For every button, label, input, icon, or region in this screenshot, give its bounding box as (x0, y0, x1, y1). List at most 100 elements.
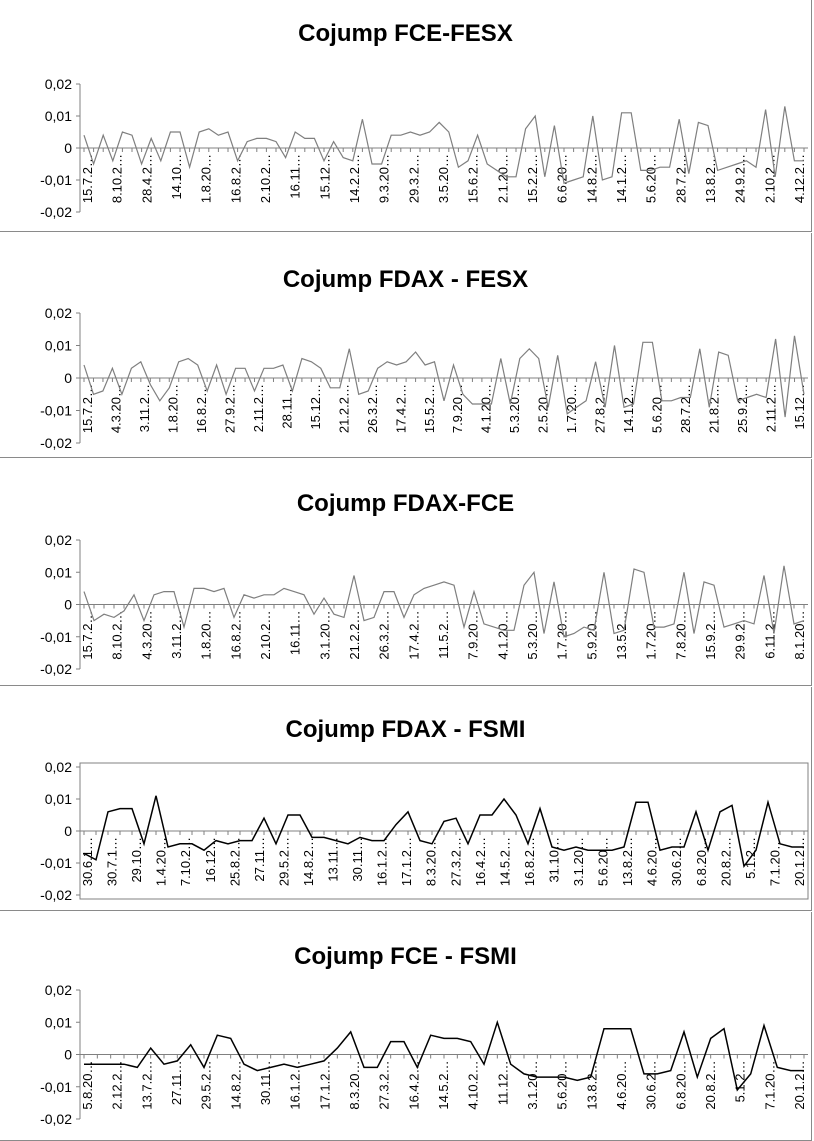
data-point (406, 361, 407, 362)
y-tick-label: 0,01 (45, 338, 72, 354)
data-point (793, 623, 794, 624)
x-tick-label: 14.8.2… (228, 1061, 243, 1110)
data-point (652, 342, 653, 343)
x-tick-label: 2.5.20… (536, 384, 551, 433)
x-tick-label: 15.9.2… (703, 611, 718, 660)
data-point (275, 141, 276, 142)
data-point (487, 163, 488, 164)
data-point (794, 335, 795, 336)
data-point (179, 843, 180, 844)
x-tick-label: 14.1.2… (621, 384, 636, 433)
x-tick-label: 15.12… (308, 384, 323, 430)
data-point (83, 853, 84, 854)
x-tick-label: 17.1.2… (317, 1061, 332, 1110)
data-point (122, 131, 123, 132)
data-point (523, 1073, 524, 1074)
data-point (491, 814, 492, 815)
data-point (743, 866, 744, 867)
data-point (313, 614, 314, 615)
x-tick-label: 17.4.2… (406, 611, 421, 660)
data-point (430, 1035, 431, 1036)
data-point (112, 368, 113, 369)
y-tick-label: -0,01 (40, 855, 72, 871)
data-point (527, 843, 528, 844)
data-point (83, 135, 84, 136)
x-tick-label: 15.12… (792, 384, 807, 430)
data-point (299, 814, 300, 815)
x-tick-label: 8.10.2… (110, 611, 125, 660)
x-tick-label: 14.10… (169, 154, 184, 200)
data-point (680, 397, 681, 398)
data-point (448, 131, 449, 132)
data-point (707, 125, 708, 126)
data-point (453, 364, 454, 365)
x-tick-label: 29.9.2… (733, 611, 748, 660)
data-point (506, 176, 507, 177)
data-point (575, 846, 576, 847)
x-tick-label: 4.1.20… (479, 384, 494, 433)
x-tick-label: 4.10.2… (466, 1061, 481, 1110)
data-point (583, 626, 584, 627)
x-tick-label: 2.12.2… (110, 1061, 125, 1110)
data-point (537, 1076, 538, 1077)
data-point (303, 594, 304, 595)
data-point (503, 630, 504, 631)
line-chart: 0,02 0,01 0 -0,01 -0,02 5.8.20… 2.12.2… 13.7.2…… (40, 982, 808, 1127)
data-point (765, 109, 766, 110)
data-point (455, 818, 456, 819)
data-point (352, 160, 353, 161)
data-point (617, 1028, 618, 1029)
data-point (736, 163, 737, 164)
data-point (140, 361, 141, 362)
x-tick-label: 2.10.2… (762, 154, 777, 203)
data-point (170, 131, 171, 132)
x-tick-label: 30.6.1… (80, 837, 95, 886)
y-tick-label: 0,02 (45, 759, 72, 775)
data-point (515, 176, 516, 177)
data-point (731, 805, 732, 806)
data-point (133, 594, 134, 595)
data-point (304, 138, 305, 139)
data-point (640, 170, 641, 171)
data-point (350, 1031, 351, 1032)
x-tick-label: 28.11… (279, 384, 294, 429)
data-point (230, 1038, 231, 1039)
data-point (150, 384, 151, 385)
data-point (151, 138, 152, 139)
data-point (395, 824, 396, 825)
x-tick-label: 3.1.20… (317, 611, 332, 660)
data-point (510, 403, 511, 404)
data-point (775, 338, 776, 339)
x-tick-label: 20.1.2… (792, 1061, 807, 1110)
y-tick-label: 0,01 (45, 791, 72, 807)
data-point (519, 358, 520, 359)
data-point (611, 176, 612, 177)
data-point (310, 1064, 311, 1065)
x-tick-label: 1.8.20… (165, 384, 180, 433)
data-point (703, 581, 704, 582)
data-point (583, 176, 584, 177)
data-point (576, 407, 577, 408)
data-point (554, 125, 555, 126)
chart-title: Cojump FCE-FESX (298, 20, 513, 47)
x-tick-label: 2.11.2… (251, 384, 266, 432)
x-tick-label: 11.12… (495, 1061, 510, 1106)
x-tick-label: 2.10.2… (258, 611, 273, 660)
data-point (393, 591, 394, 592)
data-point (743, 620, 744, 621)
x-tick-label: 7.9.20… (450, 384, 465, 433)
data-point (773, 633, 774, 634)
data-point (371, 840, 372, 841)
y-tick-label: -0,02 (40, 661, 72, 677)
x-tick-label: 14.1.2… (614, 154, 629, 203)
data-point (339, 387, 340, 388)
data-point (295, 131, 296, 132)
x-tick-label: 24.9.2… (733, 154, 748, 203)
data-point (243, 1064, 244, 1065)
series-line (84, 1019, 804, 1092)
x-tick-label: 15.7.2… (80, 154, 95, 203)
data-point (719, 811, 720, 812)
data-point (203, 588, 204, 589)
data-point (103, 614, 104, 615)
y-tick-label: 0 (64, 140, 72, 156)
